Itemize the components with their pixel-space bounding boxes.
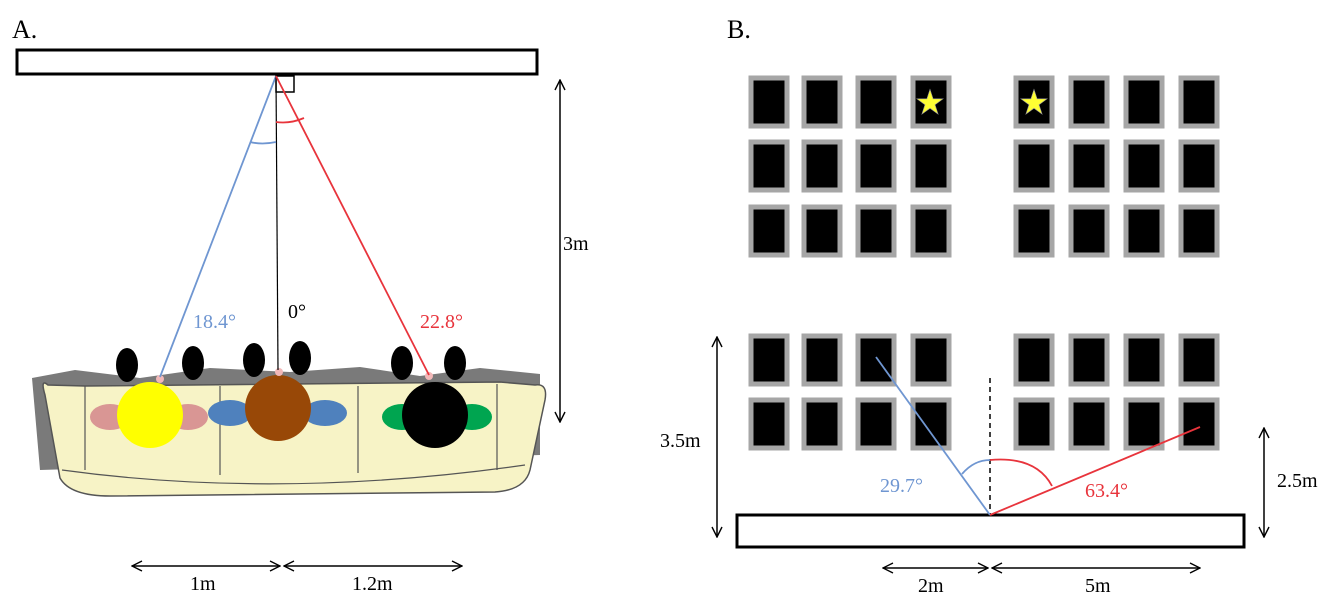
seat — [855, 397, 897, 451]
sight-line-left-b — [875, 356, 991, 516]
seat — [855, 204, 897, 258]
angle-arc-left — [249, 141, 277, 145]
seat — [1178, 75, 1220, 129]
viewer-hands — [116, 341, 466, 382]
sight-line-left — [159, 75, 277, 378]
seat — [910, 204, 952, 258]
panel-a-letter: A. — [12, 15, 37, 44]
sight-line-center — [275, 75, 279, 371]
seat — [1178, 204, 1220, 258]
span-label-right-b: 5m — [1085, 575, 1111, 595]
seat — [1123, 139, 1165, 193]
seat — [910, 333, 952, 387]
seat — [1123, 75, 1165, 129]
seat — [1013, 397, 1055, 451]
seat — [1068, 75, 1110, 129]
distance-label-a: 3m — [563, 233, 589, 255]
viewer-right-nose — [425, 372, 433, 380]
seat — [801, 397, 843, 451]
viewer-left-head — [117, 382, 183, 448]
seat — [1178, 397, 1220, 451]
angle-label-left: 18.4° — [193, 311, 236, 333]
angle-label-right: 22.8° — [420, 311, 463, 333]
star-icon: ★ — [1019, 85, 1049, 122]
seat — [748, 333, 790, 387]
seat — [910, 397, 952, 451]
panel-b-letter: B. — [727, 15, 751, 44]
seat — [910, 75, 952, 129]
seat — [1068, 397, 1110, 451]
seat — [748, 397, 790, 451]
star-icon: ★ — [915, 85, 945, 122]
viewer-left-nose — [156, 375, 164, 383]
panel-b: B. ★ ★ 29.7° 63.4° 3.5m 2.5m 2m 5m — [660, 15, 1318, 595]
sight-line-right — [275, 75, 430, 376]
seat — [801, 204, 843, 258]
seat — [1178, 333, 1220, 387]
screen-a — [15, 48, 539, 76]
seat — [1123, 397, 1165, 451]
seat — [1013, 139, 1055, 193]
viewer-center-nose — [275, 368, 283, 376]
span-label-left-a: 1m — [190, 573, 216, 595]
screen-b — [735, 513, 1246, 549]
right-angle-mark — [275, 75, 295, 93]
seat — [1178, 139, 1220, 193]
span-label-left-b: 2m — [918, 575, 944, 595]
seat — [1013, 204, 1055, 258]
panel-a: A. — [12, 15, 589, 595]
height-label-left-b: 3.5m — [660, 430, 701, 452]
seat — [1068, 139, 1110, 193]
angle-arc-left-b — [961, 459, 991, 475]
seat — [855, 139, 897, 193]
seat — [1123, 204, 1165, 258]
angle-label-right-b: 63.4° — [1085, 480, 1128, 502]
seat — [910, 139, 952, 193]
seat — [1123, 333, 1165, 387]
angle-arc-right — [275, 117, 305, 124]
seat — [801, 75, 843, 129]
seat — [748, 204, 790, 258]
viewer-right-head — [402, 382, 468, 448]
seat — [1013, 75, 1055, 129]
seat — [748, 75, 790, 129]
sight-line-right-b — [989, 426, 1201, 516]
seat — [855, 333, 897, 387]
seat — [1068, 333, 1110, 387]
angle-arc-right-b — [989, 458, 1053, 487]
seat-grid — [748, 75, 1220, 451]
seat — [1013, 333, 1055, 387]
seat — [801, 139, 843, 193]
seat — [801, 333, 843, 387]
span-label-right-a: 1.2m — [352, 573, 393, 595]
seat — [1068, 204, 1110, 258]
angle-label-left-b: 29.7° — [880, 475, 923, 497]
angle-label-center: 0° — [288, 301, 306, 323]
seat — [855, 75, 897, 129]
viewer-center-head — [245, 375, 311, 441]
height-label-right-b: 2.5m — [1277, 470, 1318, 492]
seat — [748, 139, 790, 193]
